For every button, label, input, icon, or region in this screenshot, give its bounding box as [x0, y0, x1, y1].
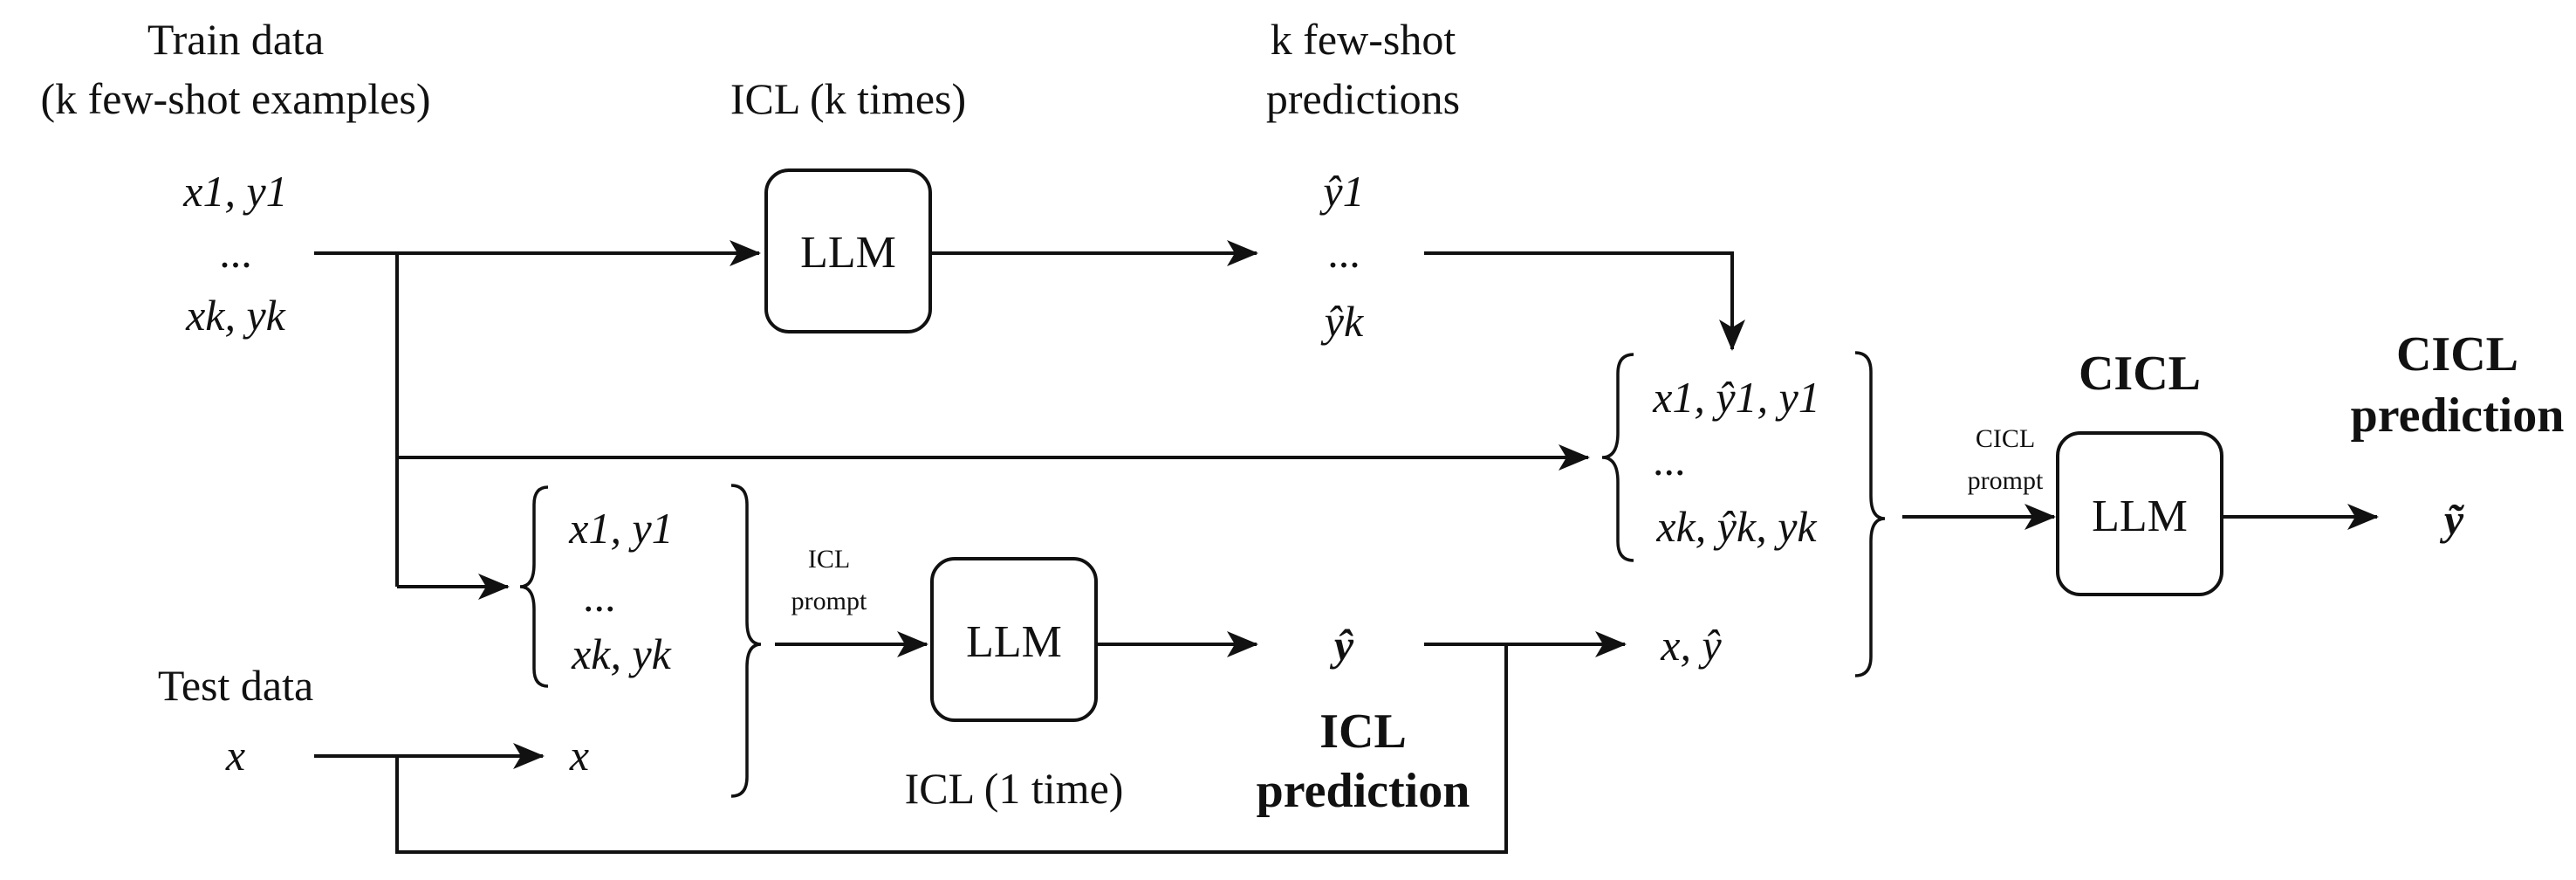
- cicl-prompt-caption-line2: prompt: [1968, 466, 2044, 495]
- cicl-output-ytilde: ỹ: [2440, 495, 2465, 544]
- fewshot-pred-ellipsis: ...: [1327, 228, 1360, 277]
- cicl-prompt-triple-last: xk, ŷk, yk: [1655, 502, 1817, 551]
- icl-prompt-left-brace: [519, 485, 549, 688]
- llm-box-cicl: [2056, 431, 2223, 596]
- test-bypass-line: [395, 644, 1508, 854]
- icl-prompt-pair-first: x1, y1: [568, 504, 673, 553]
- fewshot-predictions-subtitle: predictions: [1266, 74, 1460, 123]
- llm-box-1: [930, 557, 1098, 722]
- train-pair-first: x1, y1: [182, 167, 287, 216]
- train-pair-last: xk, yk: [185, 291, 286, 340]
- fewshot-predictions-title: k few-shot: [1271, 15, 1456, 64]
- arrow-predictions-to-cicl-prompt: [1424, 251, 1745, 351]
- icl-prediction-label-line2: prediction: [1257, 764, 1470, 818]
- test-data-x: x: [225, 731, 245, 780]
- llm-1-label: LLM: [966, 617, 1062, 667]
- test-data-title: Test data: [158, 661, 313, 710]
- icl-prompt-pair-last: xk, yk: [571, 629, 672, 678]
- cicl-prompt-triple-first: x1, ŷ1, y1: [1652, 373, 1820, 422]
- train-data-subtitle: (k few-shot examples): [40, 74, 430, 123]
- train-data-title: Train data: [147, 15, 324, 64]
- icl-prediction-label-line1: ICL: [1319, 705, 1407, 759]
- icl-prompt-caption-line2: prompt: [791, 587, 867, 615]
- cicl-prompt-caption-line1: CICL: [1976, 424, 2035, 453]
- cicl-prompt-left-brace: [1601, 353, 1634, 562]
- llm-k-label: LLM: [800, 228, 896, 278]
- train-ellipsis: ...: [219, 228, 252, 277]
- icl-prompt-caption-line1: ICL: [808, 545, 850, 574]
- cicl-prediction-label-line1: CICL: [2396, 327, 2518, 382]
- fewshot-pred-first: ŷ1: [1319, 167, 1364, 216]
- icl-prompt-right-brace: [730, 484, 762, 798]
- icl-k-times-title: ICL (k times): [730, 74, 966, 123]
- llm-cicl-label: LLM: [2092, 492, 2188, 541]
- icl-output-yhat: ŷ: [1330, 621, 1354, 670]
- llm-box-k: [764, 168, 932, 333]
- icl-prompt-query-x: x: [569, 731, 589, 780]
- icl-prompt-ellipsis: ...: [583, 572, 616, 621]
- cicl-prompt-right-brace: [1854, 351, 1886, 677]
- icl-1-time-caption: ICL (1 time): [905, 764, 1124, 813]
- cicl-title: CICL: [2079, 347, 2201, 401]
- fewshot-pred-last: ŷk: [1320, 297, 1364, 346]
- cicl-prompt-ellipsis: ...: [1653, 436, 1686, 485]
- cicl-prompt-query: x, ŷ: [1660, 621, 1722, 670]
- cicl-prediction-label-line2: prediction: [2351, 388, 2565, 443]
